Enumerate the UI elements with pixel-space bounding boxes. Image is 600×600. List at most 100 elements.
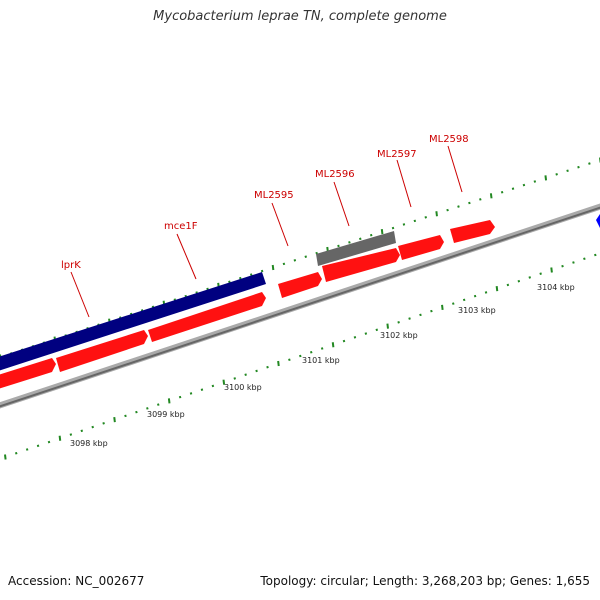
forward-feature-ML2597[interactable] (398, 235, 444, 260)
upper-track-tick (337, 244, 340, 248)
upper-track-tick (446, 208, 449, 212)
lower-track-tick (561, 264, 564, 268)
upper-track-tick (500, 190, 504, 194)
gene-label-mce1F[interactable]: mce1F (164, 221, 198, 232)
lower-track-tick (113, 416, 116, 423)
upper-track-tick (424, 216, 428, 219)
lower-track-tick (266, 365, 269, 369)
upper-track-tick (555, 173, 558, 176)
upper-track-tick (359, 237, 362, 241)
scale-label-3100: 3100 kbp (224, 383, 262, 392)
lower-track-tick (211, 384, 215, 388)
lower-track-tick (124, 414, 127, 418)
lower-track-tick (189, 392, 193, 395)
other-feature-ML2596[interactable] (316, 231, 396, 266)
map-title: Mycobacterium leprae TN, complete genome (153, 9, 447, 24)
forward-feature-3[interactable] (148, 292, 266, 342)
forward-feature-ML2596-red[interactable] (322, 248, 400, 282)
lower-track-tick (135, 410, 138, 414)
lower-track-tick (233, 377, 237, 380)
upper-track-tick (369, 233, 373, 237)
lower-track-tick (146, 407, 149, 410)
lower-track-tick (80, 429, 84, 433)
lower-track-tick (495, 286, 499, 292)
lower-track-tick (430, 309, 433, 313)
lower-track-tick (288, 358, 291, 362)
upper-track-tick (239, 276, 242, 280)
upper-track-tick (260, 269, 264, 273)
upper-track-tick (348, 241, 351, 244)
lower-track-tick (539, 272, 542, 275)
lower-track-tick (364, 332, 368, 335)
lower-track-tick (441, 304, 444, 310)
lower-track-tick (244, 373, 247, 376)
lower-track-tick (594, 253, 597, 257)
lower-track-tick (309, 350, 313, 354)
gene-label-pointers (70, 145, 463, 318)
gene-label-lprK[interactable]: lprK (61, 260, 81, 271)
lower-track-tick (14, 451, 18, 455)
lower-track-tick (517, 279, 521, 283)
lower-track-tick (47, 440, 51, 444)
reverse-feature-edge[interactable] (596, 214, 600, 228)
upper-track-tick (249, 273, 253, 276)
lower-tick-track (4, 253, 597, 460)
gene-label-ML2596[interactable]: ML2596 (315, 169, 355, 180)
forward-feature-1[interactable] (0, 358, 56, 390)
upper-track-tick (282, 262, 286, 266)
forward-feature-2[interactable] (56, 330, 148, 372)
scale-label-3104: 3104 kbp (537, 283, 575, 292)
lower-track-tick (178, 395, 182, 399)
scale-labels: 3098 kbp 3099 kbp 3100 kbp 3101 kbp 3102… (70, 283, 575, 448)
lower-track-tick (550, 267, 553, 273)
lower-track-tick (320, 347, 324, 350)
upper-track-tick (380, 229, 384, 235)
upper-track-tick (271, 264, 275, 271)
lower-track-tick (528, 276, 532, 279)
upper-track-tick (533, 180, 537, 183)
upper-track-tick (479, 198, 482, 201)
lower-track-tick (25, 448, 29, 451)
reverse-feature-lprK-mce1F[interactable] (0, 272, 266, 372)
lower-track-tick (4, 454, 7, 460)
lower-track-tick (167, 398, 171, 404)
lower-track-tick (484, 291, 488, 294)
lower-track-tick (572, 261, 575, 264)
lower-track-tick (222, 379, 226, 385)
gene-labels: lprK mce1F ML2595 ML2596 ML2597 ML2598 (61, 134, 469, 271)
upper-track-tick (457, 205, 460, 208)
upper-track-tick (566, 169, 569, 173)
lower-track-tick (386, 323, 390, 329)
lower-track-tick (200, 388, 204, 391)
upper-track-tick (489, 193, 493, 199)
gene-label-ML2595[interactable]: ML2595 (254, 190, 294, 201)
lower-track-tick (157, 403, 160, 406)
scale-label-3103: 3103 kbp (458, 306, 496, 315)
gene-label-ML2597[interactable]: ML2597 (377, 149, 417, 160)
lower-track-tick (342, 339, 346, 343)
upper-track-tick (435, 211, 438, 217)
upper-track-tick (577, 165, 580, 169)
genome-summary-text: Topology: circular; Length: 3,268,203 bp… (260, 574, 590, 588)
lower-track-tick (277, 360, 280, 367)
upper-track-tick (304, 255, 308, 258)
genome-backbone-shadow (0, 206, 600, 408)
scale-label-3102: 3102 kbp (380, 331, 418, 340)
lower-track-tick (58, 435, 62, 441)
forward-feature-ML2598[interactable] (450, 220, 495, 243)
upper-track-tick (293, 259, 297, 262)
lower-track-tick (69, 433, 73, 436)
forward-feature-ML2595[interactable] (278, 272, 322, 298)
scale-label-3098: 3098 kbp (70, 439, 108, 448)
lower-track-tick (473, 294, 477, 298)
upper-track-tick (391, 226, 395, 230)
lower-track-tick (91, 425, 94, 429)
lower-track-tick (299, 354, 302, 358)
lower-track-tick (255, 369, 258, 373)
upper-track-tick (511, 187, 515, 190)
gene-label-ML2598[interactable]: ML2598 (429, 134, 469, 145)
lower-track-tick (462, 298, 466, 302)
lower-track-tick (506, 283, 510, 287)
